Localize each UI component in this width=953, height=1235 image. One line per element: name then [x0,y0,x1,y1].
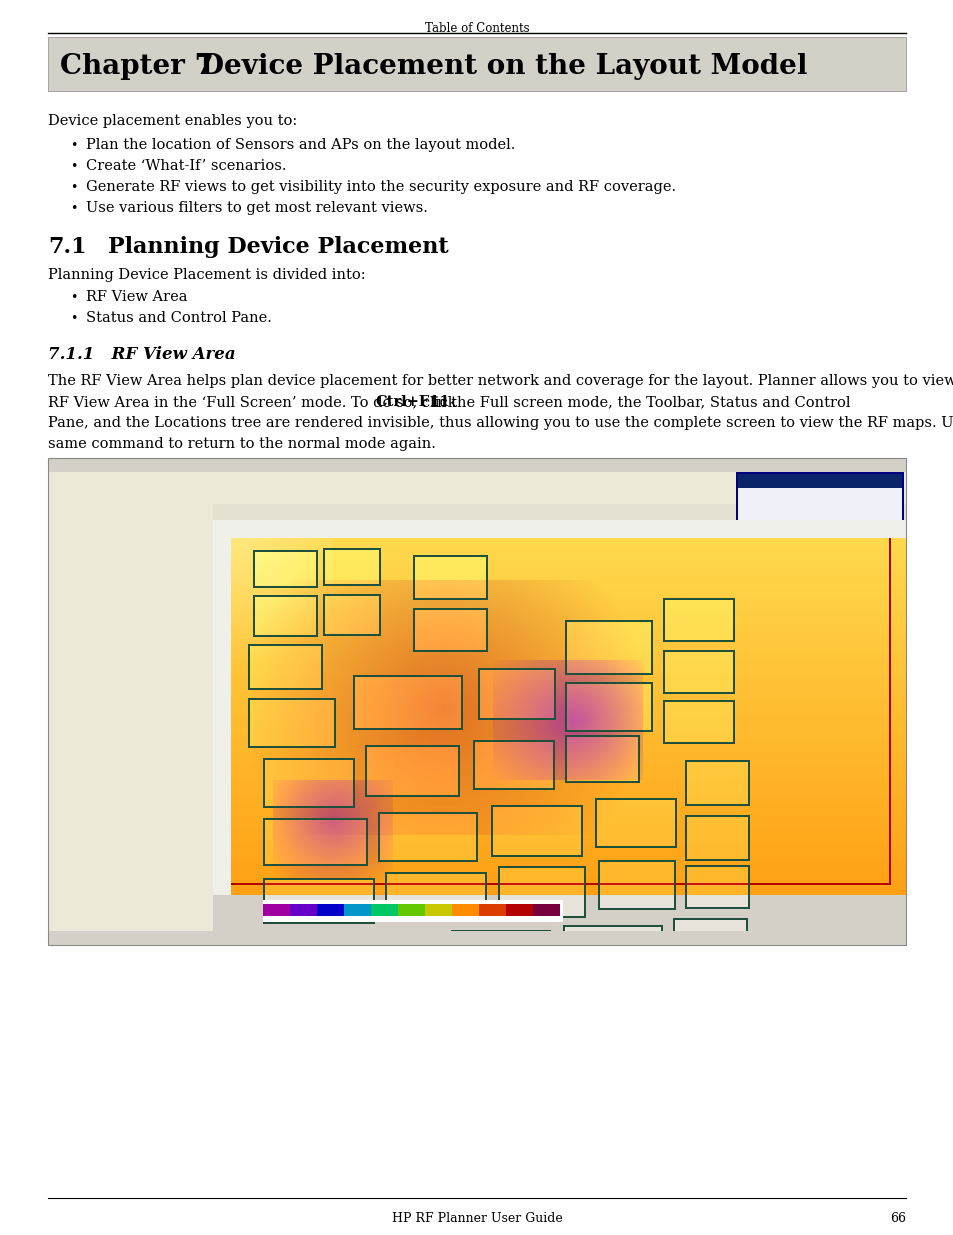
Text: . In the Full screen mode, the Toolbar, Status and Control: . In the Full screen mode, the Toolbar, … [422,395,850,409]
Text: Planning Device Placement is divided into:: Planning Device Placement is divided int… [48,268,365,282]
Text: •: • [70,140,77,152]
Text: Generate RF views to get visibility into the security exposure and RF coverage.: Generate RF views to get visibility into… [86,180,676,194]
Text: Ctrl+F11: Ctrl+F11 [375,395,450,409]
Text: •: • [70,203,77,215]
Text: Planning Device Placement: Planning Device Placement [108,236,448,258]
Text: •: • [70,312,77,325]
Text: same command to return to the normal mode again.: same command to return to the normal mod… [48,437,436,451]
Text: 7.1.1   RF View Area: 7.1.1 RF View Area [48,346,235,363]
Text: 7.1: 7.1 [48,236,87,258]
Text: Use various filters to get most relevant views.: Use various filters to get most relevant… [86,201,428,215]
Text: HP RF Planner User Guide: HP RF Planner User Guide [392,1212,561,1225]
Text: Device Placement on the Layout Model: Device Placement on the Layout Model [200,53,806,79]
Text: Device placement enables you to:: Device placement enables you to: [48,114,297,128]
Text: Chapter 7: Chapter 7 [60,53,213,79]
Text: •: • [70,182,77,194]
Text: Pane, and the Locations tree are rendered invisible, thus allowing you to use th: Pane, and the Locations tree are rendere… [48,416,953,430]
Text: •: • [70,161,77,173]
Text: RF View Area: RF View Area [86,290,188,304]
Text: RF View Area in the ‘Full Screen’ mode. To do so, click: RF View Area in the ‘Full Screen’ mode. … [48,395,460,409]
Text: Plan the location of Sensors and APs on the layout model.: Plan the location of Sensors and APs on … [86,138,515,152]
Text: 66: 66 [889,1212,905,1225]
Bar [48,458,905,945]
Text: •: • [70,291,77,304]
Text: Table of Contents: Table of Contents [424,22,529,35]
Text: The RF View Area helps plan device placement for better network and coverage for: The RF View Area helps plan device place… [48,374,953,388]
Text: Create ‘What-If’ scenarios.: Create ‘What-If’ scenarios. [86,159,286,173]
Bar [48,37,905,91]
Text: Status and Control Pane.: Status and Control Pane. [86,311,272,325]
